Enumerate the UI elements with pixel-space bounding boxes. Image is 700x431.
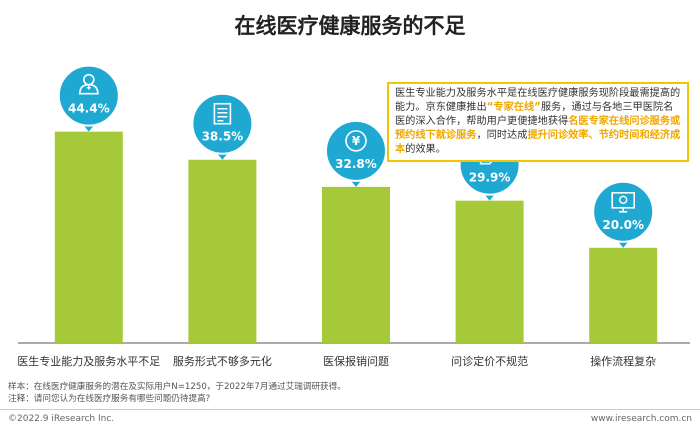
data-label: 44.4% xyxy=(68,102,110,116)
category-label: 操作流程复杂 xyxy=(590,354,656,368)
yuan-icon: ¥ xyxy=(345,130,367,152)
data-label: 29.9% xyxy=(469,171,511,185)
document-icon xyxy=(213,102,232,125)
bar xyxy=(589,247,658,343)
callout-text: 医生专业能力及服务水平是在线医疗健康服务现阶段最需提高的能力。京东健康推出 xyxy=(395,88,681,113)
bar xyxy=(455,200,524,343)
callout-highlight: 提升问诊效率、节约时间和经济成本 xyxy=(395,130,681,155)
bar xyxy=(54,131,123,343)
data-label: 38.5% xyxy=(202,130,244,144)
svg-text:¥: ¥ xyxy=(352,134,361,148)
chart-notes: 样本：在线医疗健康服务的潜在及实际用户N=1250，于2022年7月通过艾瑞调研… xyxy=(8,381,346,405)
category-label: 服务形式不够多元化 xyxy=(173,354,272,368)
copyright-text: ©2022.9 iResearch Inc. xyxy=(8,414,115,424)
callout-highlight: 名医专家在线问诊服务或预约线下就诊服务 xyxy=(395,116,681,141)
question-note: 注释：请问您认为在线医疗服务有哪些问题仍待提高? xyxy=(8,394,211,404)
callout-highlight: “专家在线” xyxy=(486,102,541,113)
data-label: 32.8% xyxy=(335,157,377,171)
bar xyxy=(322,186,390,343)
callout-text: ，同时达成 xyxy=(476,130,528,141)
footer-divider xyxy=(0,409,700,410)
category-label: 问诊定价不规范 xyxy=(451,354,528,368)
sample-note: 样本：在线医疗健康服务的潜在及实际用户N=1250，于2022年7月通过艾瑞调研… xyxy=(8,382,346,392)
callout-text: 服务，通过与各地三甲医院名医的深入合作，帮助用户更便捷地获得 xyxy=(395,102,674,127)
bar xyxy=(188,159,257,343)
category-label: 医保报销问题 xyxy=(323,354,389,368)
data-label: 20.0% xyxy=(602,218,644,232)
doctor-icon xyxy=(78,73,99,95)
callout-text: 的效果。 xyxy=(405,144,446,155)
computer-settings-icon xyxy=(611,192,636,213)
page-title: 在线医疗健康服务的不足 xyxy=(234,14,466,38)
category-label: 医生专业能力及服务水平不足 xyxy=(17,354,160,368)
value-bubble xyxy=(57,64,120,127)
insight-callout: 医生专业能力及服务水平是在线医疗健康服务现阶段最需提高的能力。京东健康推出“专家… xyxy=(387,82,689,162)
website-text: www.iresearch.com.cn xyxy=(590,414,692,424)
